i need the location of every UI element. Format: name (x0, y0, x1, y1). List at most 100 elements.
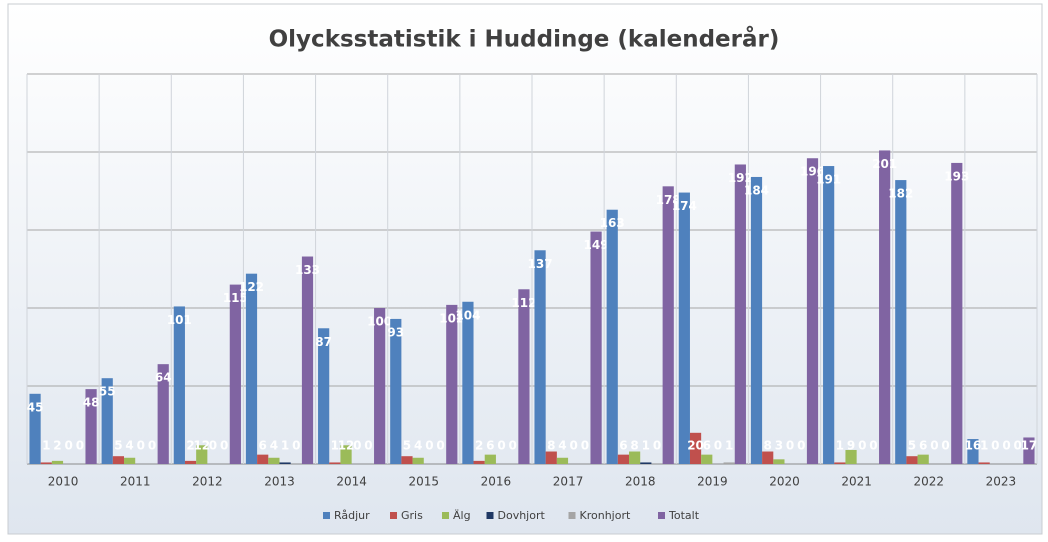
data-label: 0 (436, 439, 444, 453)
bar (617, 454, 630, 464)
data-label: 64 (155, 371, 172, 385)
bar (606, 209, 618, 464)
x-tick-label: 2022 (914, 475, 945, 489)
bar (412, 457, 424, 464)
bar (823, 166, 835, 465)
data-label: 1 (642, 439, 650, 453)
bar (40, 462, 52, 464)
data-label: 191 (816, 173, 841, 187)
data-label: 0 (581, 439, 589, 453)
data-label: 0 (292, 439, 300, 453)
data-label: 4 (414, 439, 422, 453)
bar (917, 454, 929, 464)
bar (196, 445, 208, 464)
bar (689, 432, 702, 464)
legend-label: Kronhjort (580, 509, 631, 522)
bar (629, 451, 641, 464)
bar (301, 256, 314, 464)
bar (484, 454, 496, 464)
legend-swatch (390, 512, 397, 519)
data-label: 8 (764, 439, 772, 453)
data-label: 0 (220, 439, 228, 453)
x-tick-label: 2017 (553, 475, 584, 489)
bar (723, 462, 735, 464)
bar (640, 462, 652, 464)
bar (556, 457, 569, 464)
bar (951, 162, 963, 465)
data-label: 193 (944, 169, 969, 183)
x-tick-label: 2020 (769, 475, 800, 489)
bar (701, 454, 713, 464)
data-label: 2 (53, 439, 61, 453)
legend-swatch (658, 512, 665, 519)
data-label: 192 (728, 171, 753, 185)
data-label: 0 (148, 439, 156, 453)
bar (662, 186, 674, 464)
bar (279, 462, 291, 464)
data-label: 201 (872, 157, 897, 171)
data-label: 12 (338, 439, 355, 453)
data-label: 0 (76, 439, 84, 453)
bar (978, 462, 990, 464)
bar (124, 457, 136, 464)
bar (29, 393, 41, 464)
legend-label: Gris (401, 509, 423, 522)
legend-label: Älg (453, 509, 471, 522)
bar (329, 462, 341, 464)
x-tick-label: 2012 (192, 475, 223, 489)
data-label: 3 (775, 439, 783, 453)
data-label: 1 (725, 439, 733, 453)
data-label: 4 (558, 439, 566, 453)
bar (473, 460, 485, 464)
data-label: 9 (847, 439, 855, 453)
bar (845, 449, 857, 464)
data-label: 2 (186, 439, 194, 453)
data-label: 0 (869, 439, 877, 453)
bar (51, 460, 64, 464)
data-label: 5 (403, 439, 411, 453)
bar (895, 180, 907, 464)
data-label: 1 (281, 439, 289, 453)
data-label: 184 (744, 183, 769, 197)
bar (390, 318, 402, 464)
data-label: 0 (137, 439, 145, 453)
legend-swatch (568, 512, 576, 519)
data-label: 93 (387, 325, 404, 339)
data-label: 115 (223, 291, 248, 305)
data-label: 0 (497, 439, 505, 453)
data-label: 101 (167, 313, 192, 327)
data-label: 0 (509, 439, 517, 453)
data-label: 182 (888, 187, 913, 201)
data-label: 5 (908, 439, 916, 453)
data-label: 178 (656, 193, 681, 207)
data-label: 4 (270, 439, 278, 453)
bar (734, 164, 746, 465)
bar (374, 308, 386, 464)
data-label: 122 (239, 280, 264, 294)
data-label: 12 (193, 439, 210, 453)
legend-swatch (442, 512, 449, 519)
data-label: 20 (687, 439, 704, 453)
bar (173, 306, 185, 464)
bar (834, 462, 846, 464)
bar (545, 451, 557, 464)
data-label: 163 (600, 216, 625, 230)
data-label: 1 (836, 439, 844, 453)
data-label: 4 (125, 439, 133, 453)
data-label: 104 (455, 308, 480, 322)
bar (257, 454, 269, 464)
bar (806, 158, 819, 465)
bar (906, 456, 918, 464)
bar (750, 176, 763, 464)
x-tick-label: 2023 (986, 475, 1017, 489)
data-label: 6 (703, 439, 711, 453)
bar (462, 301, 474, 464)
bar (762, 451, 774, 464)
data-label: 0 (425, 439, 433, 453)
data-label: 149 (584, 238, 609, 252)
data-label: 0 (941, 439, 949, 453)
bar (518, 289, 530, 464)
data-label: 137 (528, 257, 553, 271)
x-tick-label: 2014 (336, 475, 367, 489)
